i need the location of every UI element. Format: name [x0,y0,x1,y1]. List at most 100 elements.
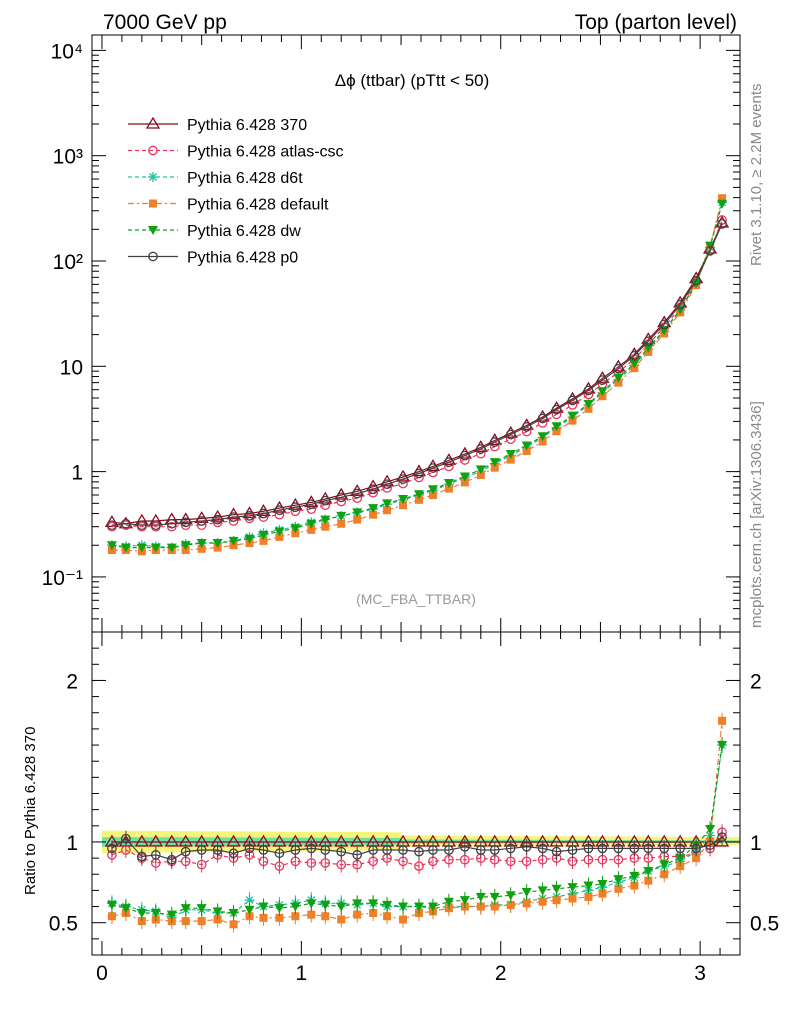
data-point-atlas [244,513,255,524]
data-point-dw [717,199,728,209]
series-dw [106,737,728,923]
data-point-p0 [489,437,500,447]
data-point-p370 [134,834,149,847]
data-point-p0 [382,845,392,855]
data-point-atlas [336,859,347,870]
data-point-p0 [382,479,392,490]
data-point-dw [583,881,594,891]
series-line-p370 [111,222,723,525]
data-point-p0 [505,429,516,440]
ratio-y-tick-label-right: 1 [750,832,762,855]
x-tick-label: 0 [96,962,108,985]
data-point-default [476,902,485,911]
mcplots-source-label: mcplots.cern.ch [arXiv:1306.3436] [748,401,765,628]
data-point-p0 [368,845,378,855]
data-point-p0 [629,843,640,854]
data-point-p0 [150,520,161,531]
legend-marker-default [149,199,157,208]
data-point-p0 [398,845,408,855]
series-p0 [107,219,727,531]
data-point-default [414,495,423,504]
data-point-p0 [107,520,117,531]
data-point-p0 [537,843,548,854]
ratio-series-group [104,712,730,933]
data-point-dw [551,884,562,894]
data-point-dw [150,909,161,919]
data-point-p0 [336,492,347,503]
data-point-default [307,525,316,534]
y-tick-label: 10³ [53,146,83,169]
data-point-p0 [244,843,255,854]
ratio-y-tick-label: 0.5 [49,913,78,936]
series-default [107,194,727,556]
data-point-p0 [414,468,424,479]
plot-title: Δϕ (ttbar) (pTtt < 50) [335,71,490,90]
data-point-dw [459,896,470,906]
legend-marker-dw [148,226,158,235]
data-point-p0 [212,514,223,525]
data-point-default [552,896,561,905]
ratio-y-tick-label: 2 [66,670,78,693]
data-point-p0 [228,848,239,859]
data-point-p0 [459,841,470,852]
data-point-default [383,506,392,515]
series-line-atlas [111,831,723,867]
data-point-p0 [274,505,285,516]
rivet-version-label: Rivet 3.1.10, ≥ 2.2M events [748,84,765,267]
data-point-dw [136,909,147,919]
data-point-dw [521,888,532,898]
data-point-default [197,544,206,553]
data-point-p0 [551,404,562,415]
data-point-p0 [136,520,147,531]
data-point-atlas [368,487,378,498]
data-point-dw [336,511,347,521]
data-point-dw [643,867,654,877]
data-point-dw [459,472,470,482]
data-point-dw [180,904,191,914]
data-point-atlas [320,858,331,868]
data-point-default [259,913,268,922]
data-point-dw [443,478,454,488]
data-point-dw [613,373,624,383]
data-point-atlas [505,856,516,867]
data-point-dw [228,536,239,546]
data-point-p0 [166,854,177,865]
data-point-default [275,913,284,922]
data-point-atlas [521,856,532,867]
data-point-p0 [228,512,239,522]
legend-label-atlas: Pythia 6.428 atlas-csc [187,144,344,161]
data-point-dw [489,892,500,902]
series-p0 [107,829,727,868]
data-point-atlas [196,859,207,870]
data-point-default [692,854,701,863]
data-point-p0 [258,508,269,519]
data-point-default [181,917,190,926]
data-point-atlas [274,861,285,872]
legend-label-p0: Pythia 6.428 p0 [187,250,298,267]
data-point-default [614,884,623,893]
data-point-dw [675,854,686,864]
data-point-p0 [320,845,331,855]
series-line-atlas [111,219,723,528]
data-point-p370 [148,834,163,847]
data-point-p0 [613,363,624,374]
data-point-p0 [428,463,438,473]
data-point-p0 [459,450,470,461]
data-point-atlas [306,858,317,868]
data-point-p0 [675,843,686,854]
data-point-dw [382,499,393,509]
data-point-default [538,437,547,446]
data-point-atlas [180,520,191,531]
data-point-p0 [274,848,285,859]
data-point-p0 [567,395,578,406]
data-point-p0 [368,484,378,495]
data-point-default [107,912,116,921]
data-point-dw [120,543,131,553]
data-point-p370 [350,834,365,847]
data-point-dw [368,504,379,514]
y-tick-label: 10⁻¹ [42,567,83,590]
data-point-dw [368,899,379,909]
data-point-dw [413,490,424,500]
axis-ticks: 10⁻¹ 1 10 10² 10³ 10⁴ 0 1 2 3 0.5 0.5 1 1 2 2 [42,35,779,985]
